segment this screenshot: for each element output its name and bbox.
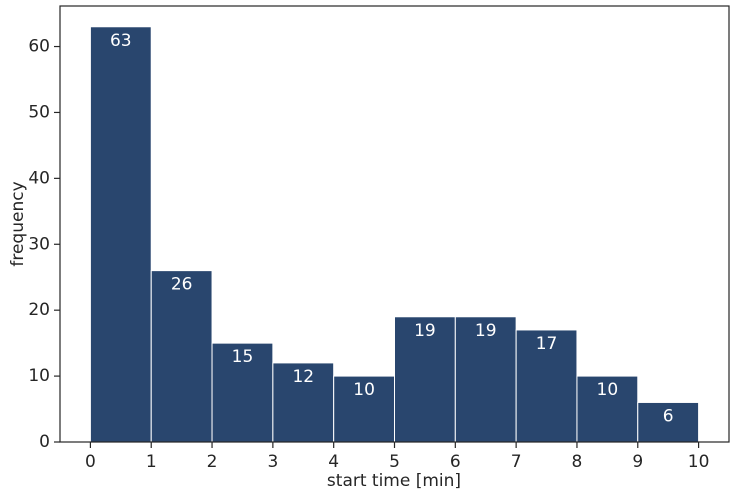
y-tick-label: 50 — [28, 102, 50, 122]
y-tick-label: 20 — [28, 300, 50, 320]
bar — [515, 329, 578, 443]
y-tick-label: 60 — [28, 37, 50, 57]
y-tick-label: 0 — [39, 432, 50, 452]
x-tick-label: 6 — [450, 452, 461, 472]
x-tick-label: 0 — [85, 452, 96, 472]
y-tick-label: 30 — [28, 234, 50, 254]
x-tick-label: 9 — [632, 452, 643, 472]
bar — [272, 362, 335, 443]
bar — [211, 342, 274, 443]
y-tick-label: 10 — [28, 366, 50, 386]
plot-frame — [59, 5, 730, 443]
y-axis-label: frequency — [8, 181, 28, 266]
value-label: 19 — [414, 321, 436, 341]
x-tick-label: 10 — [688, 452, 710, 472]
value-label: 19 — [475, 321, 497, 341]
value-label: 26 — [171, 275, 193, 295]
y-tick-label: 40 — [28, 168, 50, 188]
value-label: 15 — [232, 347, 254, 367]
x-tick-label: 2 — [207, 452, 218, 472]
x-tick-label: 4 — [328, 452, 339, 472]
bar — [89, 26, 152, 443]
x-axis-label: start time [min] — [327, 471, 461, 491]
bar — [333, 375, 396, 443]
bar — [637, 401, 700, 443]
x-tick-label: 3 — [267, 452, 278, 472]
value-label: 10 — [353, 380, 375, 400]
x-tick-label: 1 — [146, 452, 157, 472]
value-label: 6 — [663, 406, 674, 426]
x-tick-label: 7 — [511, 452, 522, 472]
value-label: 12 — [292, 367, 314, 387]
x-tick-label: 8 — [572, 452, 583, 472]
value-label: 17 — [536, 334, 558, 354]
value-label: 63 — [110, 31, 132, 51]
value-label: 10 — [597, 380, 619, 400]
bar — [394, 316, 456, 443]
x-tick-label: 5 — [389, 452, 400, 472]
bar — [150, 270, 213, 443]
